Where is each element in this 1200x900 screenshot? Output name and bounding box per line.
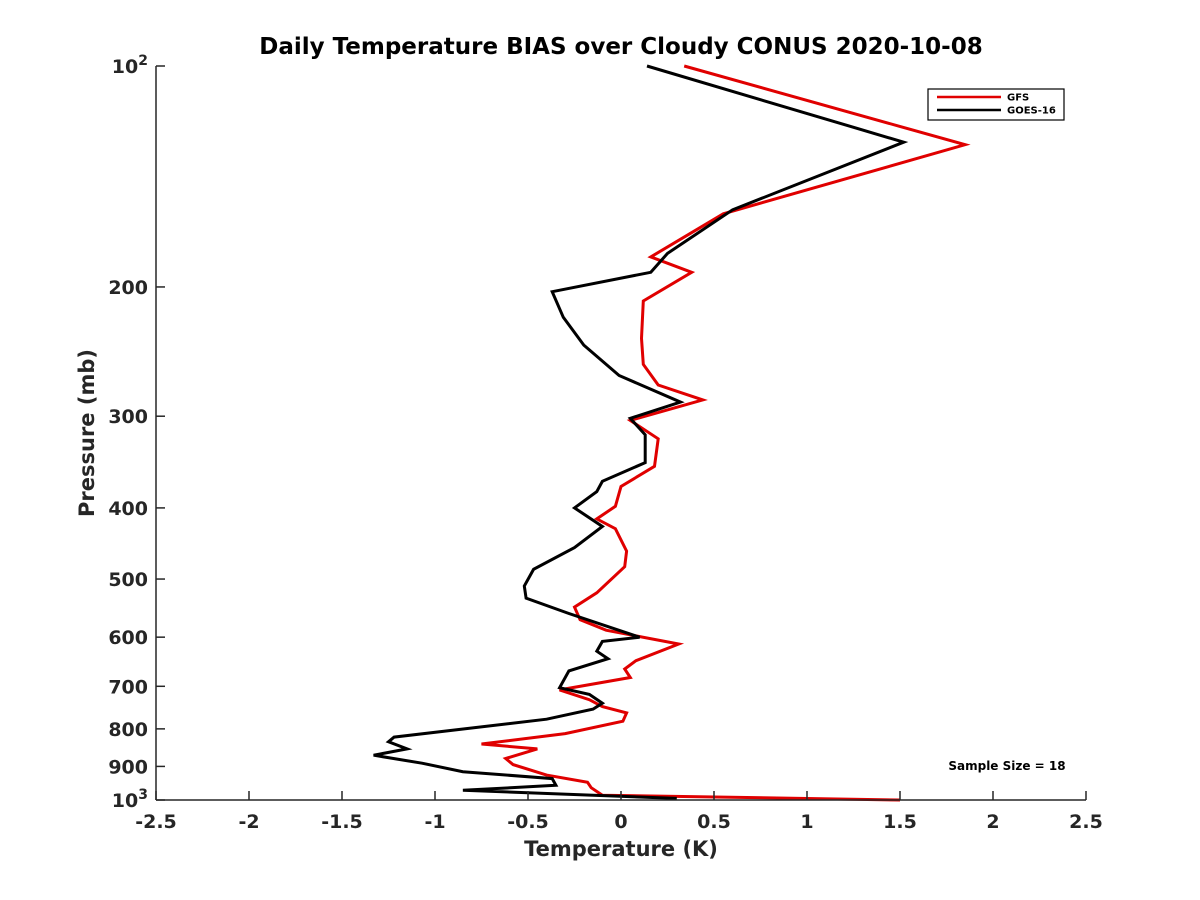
y-tick-label: 300 [108,406,148,428]
y-tick-label: 103 [112,787,148,812]
x-tick-label: 0.5 [697,811,731,833]
y-tick-label: 500 [108,569,148,591]
y-tick-label: 102 [112,53,148,78]
y-tick-label: 400 [108,498,148,520]
x-tick-label: 2 [986,811,999,833]
y-tick-label: 800 [108,719,148,741]
y-tick-label: 600 [108,627,148,649]
x-tick-label: -1 [424,811,445,833]
y-axis-ticks: 102 200 300 400 500 600 700 800 900 103 [108,53,165,812]
chart-title: Daily Temperature BIAS over Cloudy CONUS… [259,34,982,60]
sample-size-annotation: Sample Size = 18 [948,759,1065,773]
legend-label-goes-16: GOES-16 [1007,106,1056,117]
y-tick-label: 200 [108,277,148,299]
legend-box [927,88,1065,121]
x-tick-label: 1.5 [883,811,917,833]
x-tick-label: -1.5 [321,811,363,833]
x-tick-label: 2.5 [1069,811,1103,833]
legend-label-gfs: GFS [1007,93,1029,104]
legend: GFS GOES-16 [927,88,1065,121]
y-tick-label: 700 [108,676,148,698]
x-tick-label: -0.5 [507,811,549,833]
x-axis-label: Temperature (K) [524,837,718,861]
x-tick-label: 1 [800,811,813,833]
x-tick-label: -2 [238,811,259,833]
plot-lines [373,64,971,802]
x-axis-ticks: -2.5 -2 -1.5 -1 -0.5 0 0.5 1 1.5 2 2.5 [135,791,1103,833]
series-line-gfs [481,64,971,802]
y-tick-label: 900 [108,756,148,778]
x-tick-label: 0 [614,811,627,833]
y-axis-label: Pressure (mb) [75,349,99,517]
series-line-goes-16 [373,64,909,800]
x-tick-label: -2.5 [135,811,177,833]
